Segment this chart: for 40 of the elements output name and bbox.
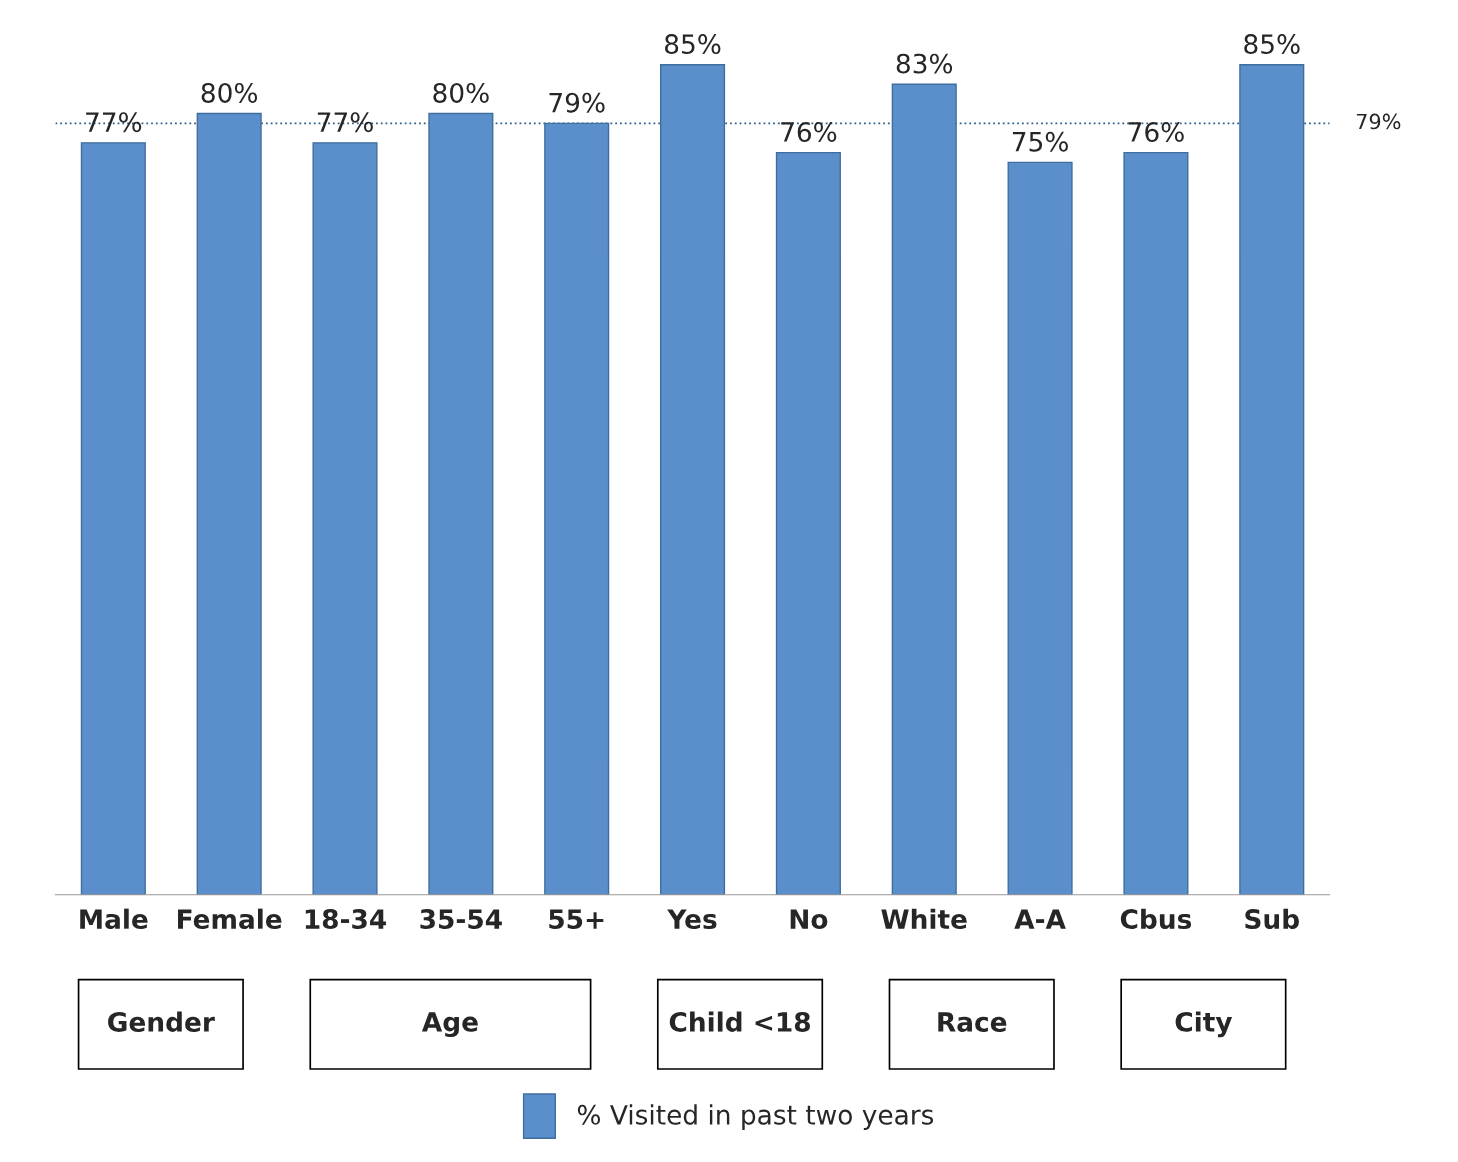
legend-label: % Visited in past two years	[577, 1104, 934, 1130]
x-tick-label: No	[790, 909, 828, 930]
x-tick-label: Cbus	[1120, 908, 1192, 930]
bar	[1007, 161, 1073, 895]
ref-line-label: 79%	[1356, 113, 1401, 130]
bar	[544, 122, 610, 895]
text: Age	[421, 1012, 478, 1038]
bar	[659, 64, 726, 895]
x-tick-label: Female	[178, 908, 282, 930]
bar	[196, 112, 262, 895]
data-label: 80%	[201, 82, 258, 103]
bar	[428, 112, 494, 895]
text: City	[1175, 1011, 1233, 1038]
data-label: 80%	[433, 82, 489, 103]
x-tick-label: 18-34	[305, 909, 386, 930]
x-tick-label: A-A	[1014, 909, 1066, 929]
bar	[1239, 64, 1305, 895]
x-tick-label: White	[881, 908, 967, 930]
data-label: 76%	[1128, 121, 1184, 142]
x-tick-label: Sub	[1245, 908, 1299, 930]
data-label: 85%	[665, 34, 721, 55]
data-label: 77%	[317, 112, 373, 133]
data-label: 83%	[896, 53, 953, 74]
x-tick-label: 55+	[549, 909, 604, 930]
data-label: 85%	[1244, 34, 1300, 55]
data-label: 76%	[781, 121, 837, 142]
data-label: 77%	[86, 112, 142, 133]
text: Gender	[108, 1011, 215, 1032]
data-label: 75%	[1012, 131, 1068, 152]
x-tick-label: Yes	[667, 909, 717, 930]
text: Child <18	[669, 1011, 810, 1032]
bar	[775, 151, 841, 895]
data-label: 79%	[549, 92, 605, 113]
x-tick-label: 35-54	[420, 909, 502, 930]
bar	[80, 142, 146, 895]
bar	[1123, 151, 1189, 895]
x-tick-label: Male	[80, 908, 148, 930]
text: Race	[938, 1012, 1007, 1032]
bar	[312, 142, 378, 895]
bar	[891, 83, 957, 895]
